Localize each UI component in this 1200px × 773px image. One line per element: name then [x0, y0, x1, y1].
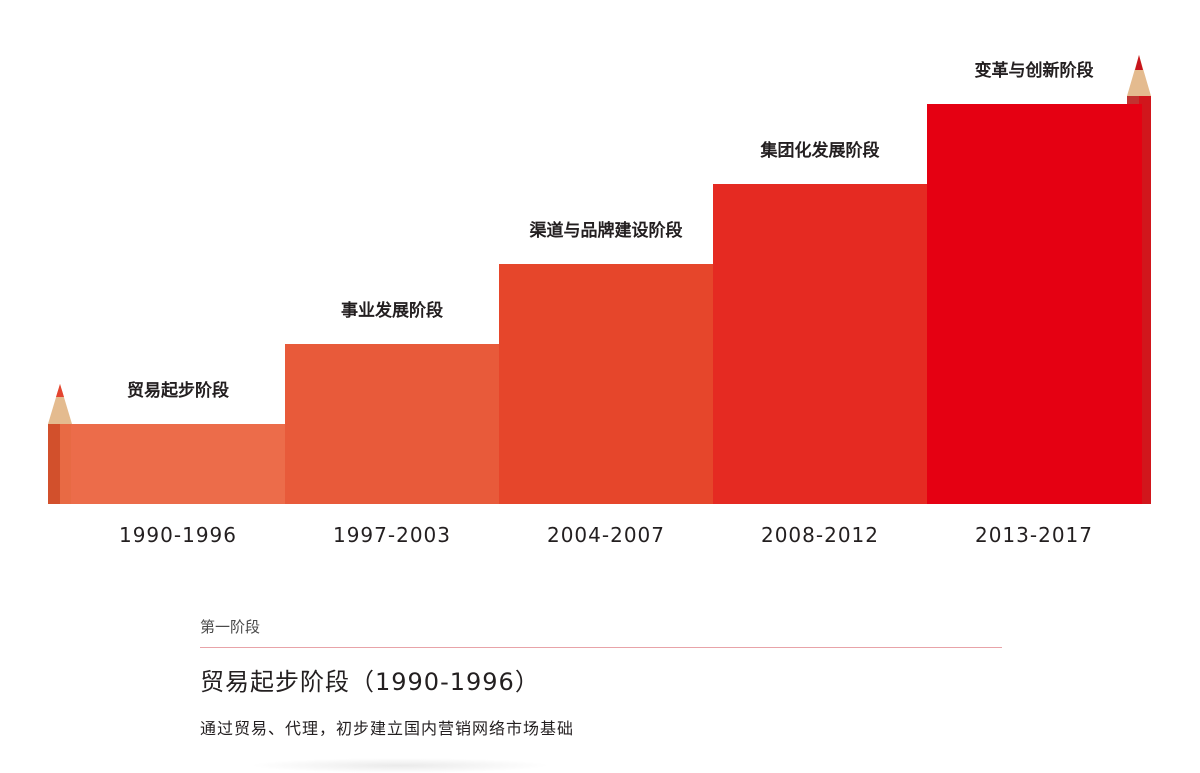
stage-kicker: 第一阶段 — [200, 620, 1002, 648]
stage-label-3: 渠道与品牌建设阶段 — [529, 220, 683, 241]
stage-title: 贸易起步阶段（1990-1996） — [200, 668, 540, 696]
stage-step-5[interactable] — [927, 104, 1142, 504]
stage-years-4: 2008-2012 — [761, 523, 879, 547]
stage-years-5: 2013-2017 — [975, 523, 1093, 547]
stage-step-3[interactable] — [499, 264, 714, 504]
stage-detail: 第一阶段 贸易起步阶段（1990-1996） 通过贸易、代理，初步建立国内营销网… — [200, 620, 1002, 739]
stage-label-5: 变革与创新阶段 — [975, 60, 1094, 81]
stage-label-2: 事业发展阶段 — [341, 300, 443, 321]
stage-label-1: 贸易起步阶段 — [127, 380, 229, 401]
stage-step-4[interactable] — [713, 184, 928, 504]
stage-label-4: 集团化发展阶段 — [760, 140, 880, 161]
stage-years-2: 1997-2003 — [333, 523, 451, 547]
stage-description: 通过贸易、代理，初步建立国内营销网络市场基础 — [200, 719, 575, 738]
timeline-chart: 贸易起步阶段 事业发展阶段 渠道与品牌建设阶段 集团化发展阶段 变革与创新阶段 1990… — [48, 55, 1151, 547]
background-decoration — [250, 758, 550, 773]
stage-years-1: 1990-1996 — [119, 523, 237, 547]
stage-years-3: 2004-2007 — [547, 523, 665, 547]
stage-step-1[interactable] — [71, 424, 286, 504]
stage-step-2[interactable] — [285, 344, 500, 504]
left-pencil-icon — [48, 384, 72, 504]
